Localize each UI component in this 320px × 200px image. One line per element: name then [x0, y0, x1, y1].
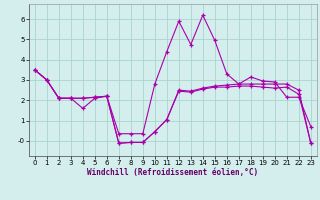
- X-axis label: Windchill (Refroidissement éolien,°C): Windchill (Refroidissement éolien,°C): [87, 168, 258, 177]
